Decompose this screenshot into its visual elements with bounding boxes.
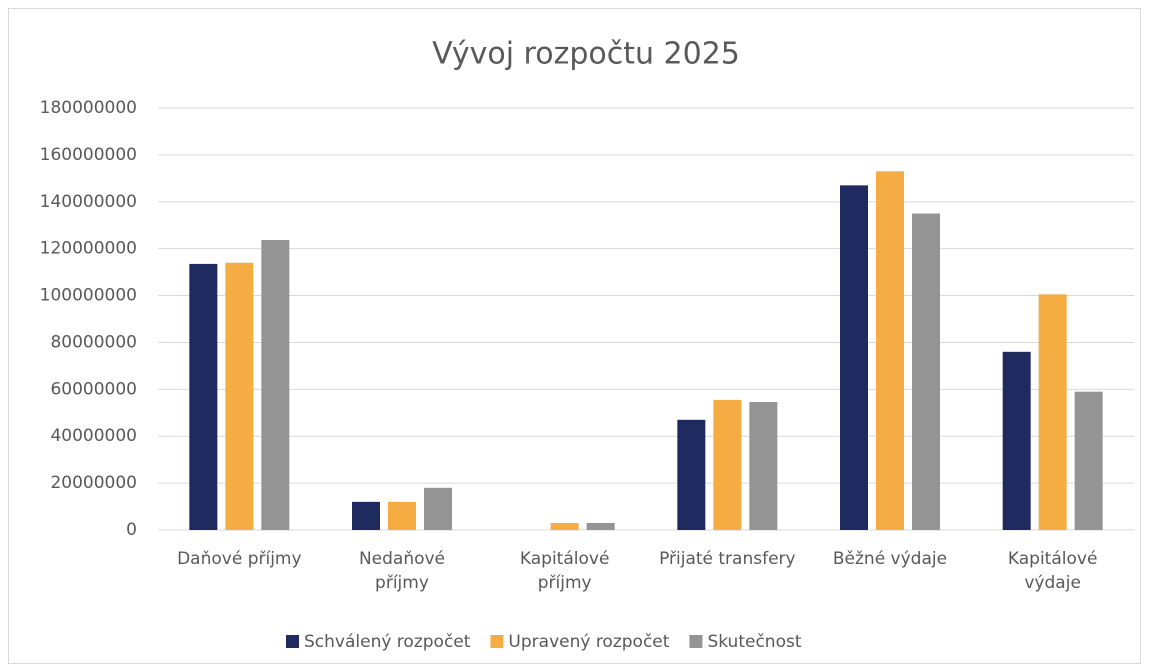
- legend-swatch: [490, 635, 504, 648]
- x-tick-label: Nedaňové příjmy: [358, 549, 446, 593]
- bar: [388, 501, 416, 530]
- y-tick-label: 40000000: [50, 426, 137, 446]
- y-tick-label: 0: [126, 520, 137, 540]
- bar: [1002, 351, 1031, 530]
- y-tick-label: 160000000: [40, 145, 137, 165]
- y-tick-label: 100000000: [40, 286, 137, 306]
- legend-label: Schválený rozpočet: [304, 632, 471, 652]
- y-tick-label: 140000000: [40, 192, 137, 212]
- bar: [713, 399, 742, 530]
- bar: [586, 522, 615, 530]
- bar: [424, 487, 452, 530]
- y-tick-label: 80000000: [50, 332, 137, 352]
- legend-label: Upravený rozpočet: [508, 632, 669, 652]
- bar: [352, 501, 380, 530]
- x-tick-label: Běžné výdaje: [832, 549, 948, 569]
- bar: [1074, 391, 1103, 530]
- bar: [550, 522, 579, 530]
- bar: [876, 171, 904, 531]
- bar: [749, 401, 778, 530]
- bar: [261, 239, 290, 530]
- x-tick-label: Kapitálové výdaje: [1007, 549, 1098, 593]
- y-tick-label: 120000000: [40, 239, 137, 259]
- x-tick-label: Daňové příjmy: [177, 549, 302, 569]
- legend-label: Skutečnost: [707, 632, 801, 652]
- y-tick-label: 20000000: [50, 473, 137, 493]
- bar: [189, 263, 218, 530]
- bar: [677, 419, 706, 530]
- bar: [840, 185, 868, 530]
- y-tick-label: 180000000: [40, 98, 137, 118]
- x-tick-label: Kapitálové příjmy: [519, 549, 610, 593]
- legend-swatch: [286, 635, 299, 648]
- chart-title: Vývoj rozpočtu 2025: [432, 37, 740, 72]
- bar: [225, 262, 254, 530]
- y-tick-label: 60000000: [50, 379, 137, 399]
- bar: [1038, 294, 1067, 530]
- legend-swatch: [689, 635, 703, 648]
- bar: [912, 213, 940, 530]
- x-tick-label: Přijaté transfery: [659, 549, 796, 569]
